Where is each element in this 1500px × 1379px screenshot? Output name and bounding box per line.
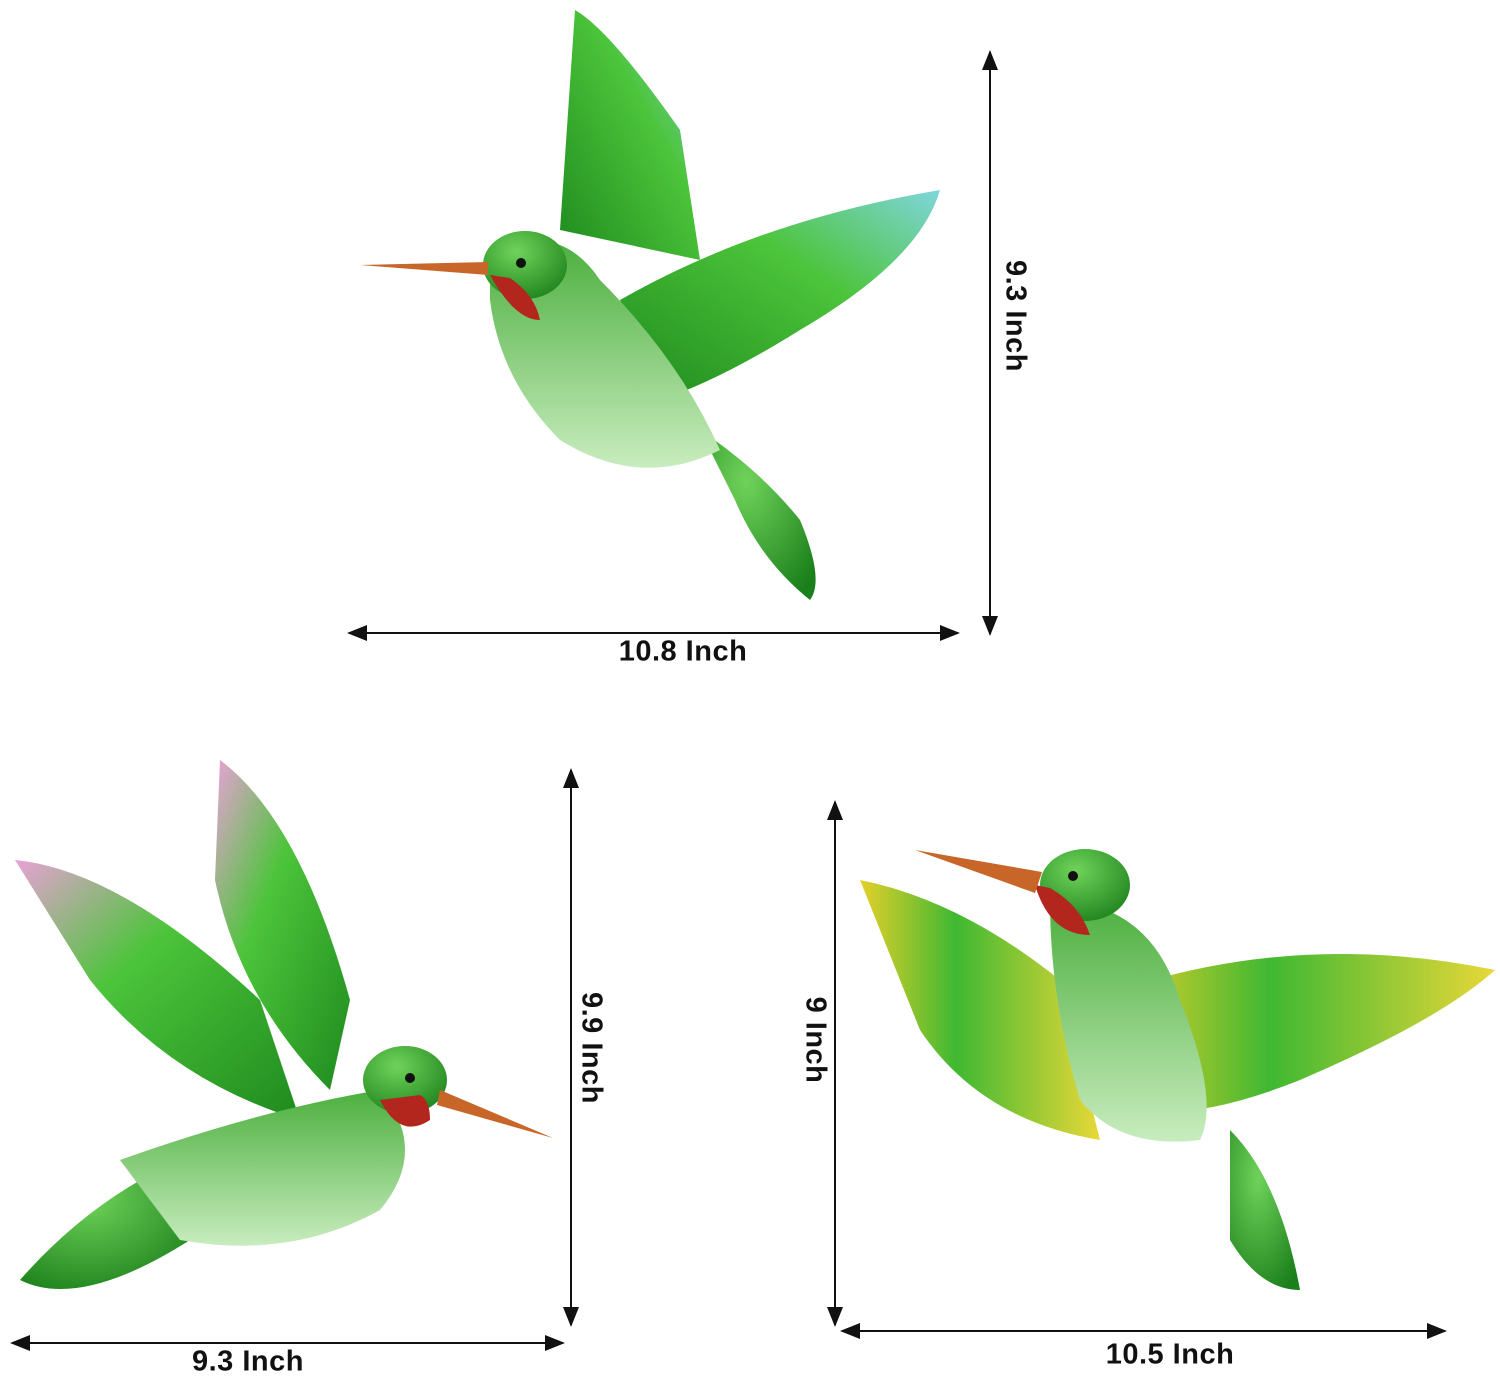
height-label-top: 9.3 Inch [999,260,1032,372]
width-label-bottom-right: 10.5 Inch [1105,1338,1235,1371]
hummingbird-bottom-right [860,849,1495,1290]
height-label-bottom-right: 9 Inch [799,996,832,1084]
width-label-top: 10.8 Inch [618,635,748,668]
hummingbird-bottom-left [15,760,553,1289]
height-label-bottom-left: 9.9 Inch [575,992,608,1104]
width-label-bottom-left: 9.3 Inch [192,1345,304,1378]
hummingbird-top [360,10,940,600]
